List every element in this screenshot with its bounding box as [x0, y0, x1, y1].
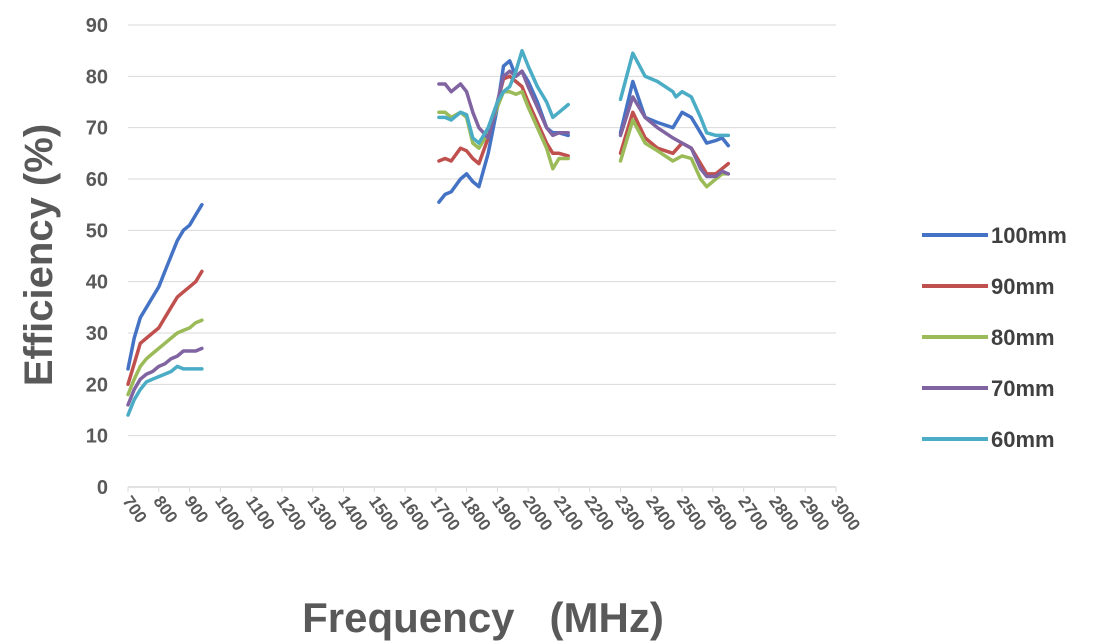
series-70mm: [126, 69, 731, 407]
x-tick-label: 2800: [765, 492, 802, 534]
series-lines: [126, 48, 731, 417]
series-line: [618, 51, 731, 138]
y-tick-label: 50: [86, 220, 108, 242]
x-tick-label: 2200: [580, 492, 617, 534]
x-tick-label: 3000: [827, 492, 864, 534]
x-tick-labels: 7008009001000110012001300140015001600170…: [119, 487, 864, 534]
x-tick-label: 2900: [796, 492, 833, 534]
x-tick-label: 1300: [303, 492, 340, 534]
y-axis-title: Efficiency (%): [17, 124, 61, 386]
legend-item: 90mm: [922, 274, 1055, 299]
x-tick-label: 1000: [211, 492, 248, 534]
series-line: [126, 202, 204, 371]
y-tick-label: 90: [86, 15, 108, 37]
y-tick-label: 60: [86, 169, 108, 191]
x-tick-label: 1200: [273, 492, 310, 534]
x-tick-label: 900: [180, 492, 212, 526]
x-tick-label: 2600: [704, 492, 741, 534]
legend-label: 90mm: [991, 274, 1055, 299]
y-tick-label: 30: [86, 323, 108, 345]
x-tick-label: 700: [119, 492, 151, 526]
y-tick-label: 80: [86, 66, 108, 88]
legend-label: 100mm: [991, 223, 1067, 248]
x-axis-title: Frequency (MHz): [302, 594, 664, 641]
series-line: [126, 364, 204, 417]
x-tick-label: 2400: [642, 492, 679, 534]
x-tick-label: 1400: [334, 492, 371, 534]
y-tick-label: 70: [86, 118, 108, 140]
legend: 100mm 90mm 80mm 70mm 60mm: [922, 223, 1067, 452]
y-tick-label: 0: [97, 477, 108, 499]
series-80mm: [126, 89, 731, 397]
series-60mm: [126, 48, 731, 417]
x-tick-label: 800: [150, 492, 182, 526]
x-tick-label: 1600: [396, 492, 433, 534]
series-line: [126, 318, 204, 397]
series-line: [437, 48, 570, 145]
x-tick-label: 2700: [734, 492, 771, 534]
series-line: [437, 69, 570, 140]
series-line: [126, 269, 204, 387]
legend-item: 80mm: [922, 325, 1055, 350]
series-line: [126, 346, 204, 407]
x-tick-label: 1500: [365, 492, 402, 534]
legend-item: 70mm: [922, 376, 1055, 401]
y-tick-label: 10: [86, 426, 108, 448]
x-tick-label: 2000: [519, 492, 556, 534]
legend-item: 100mm: [922, 223, 1067, 248]
x-tick-label: 2100: [550, 492, 587, 534]
x-tick-label: 1100: [242, 492, 279, 533]
x-tick-label: 2500: [673, 492, 710, 534]
y-tick-label: 40: [86, 272, 108, 294]
series-line: [618, 95, 731, 179]
y-tick-label: 20: [86, 374, 108, 396]
gridlines: [128, 24, 836, 437]
x-tick-label: 2300: [611, 492, 648, 534]
y-tick-labels: 0 10 20 30 40 50 60 70 80 90: [86, 15, 108, 499]
legend-label: 60mm: [991, 427, 1055, 452]
legend-label: 70mm: [991, 376, 1055, 401]
legend-item: 60mm: [922, 427, 1055, 452]
x-tick-label: 1800: [457, 492, 494, 534]
series-line: [618, 118, 731, 189]
legend-label: 80mm: [991, 325, 1055, 350]
x-tick-label: 1900: [488, 492, 525, 534]
x-tick-label: 1700: [427, 492, 464, 534]
